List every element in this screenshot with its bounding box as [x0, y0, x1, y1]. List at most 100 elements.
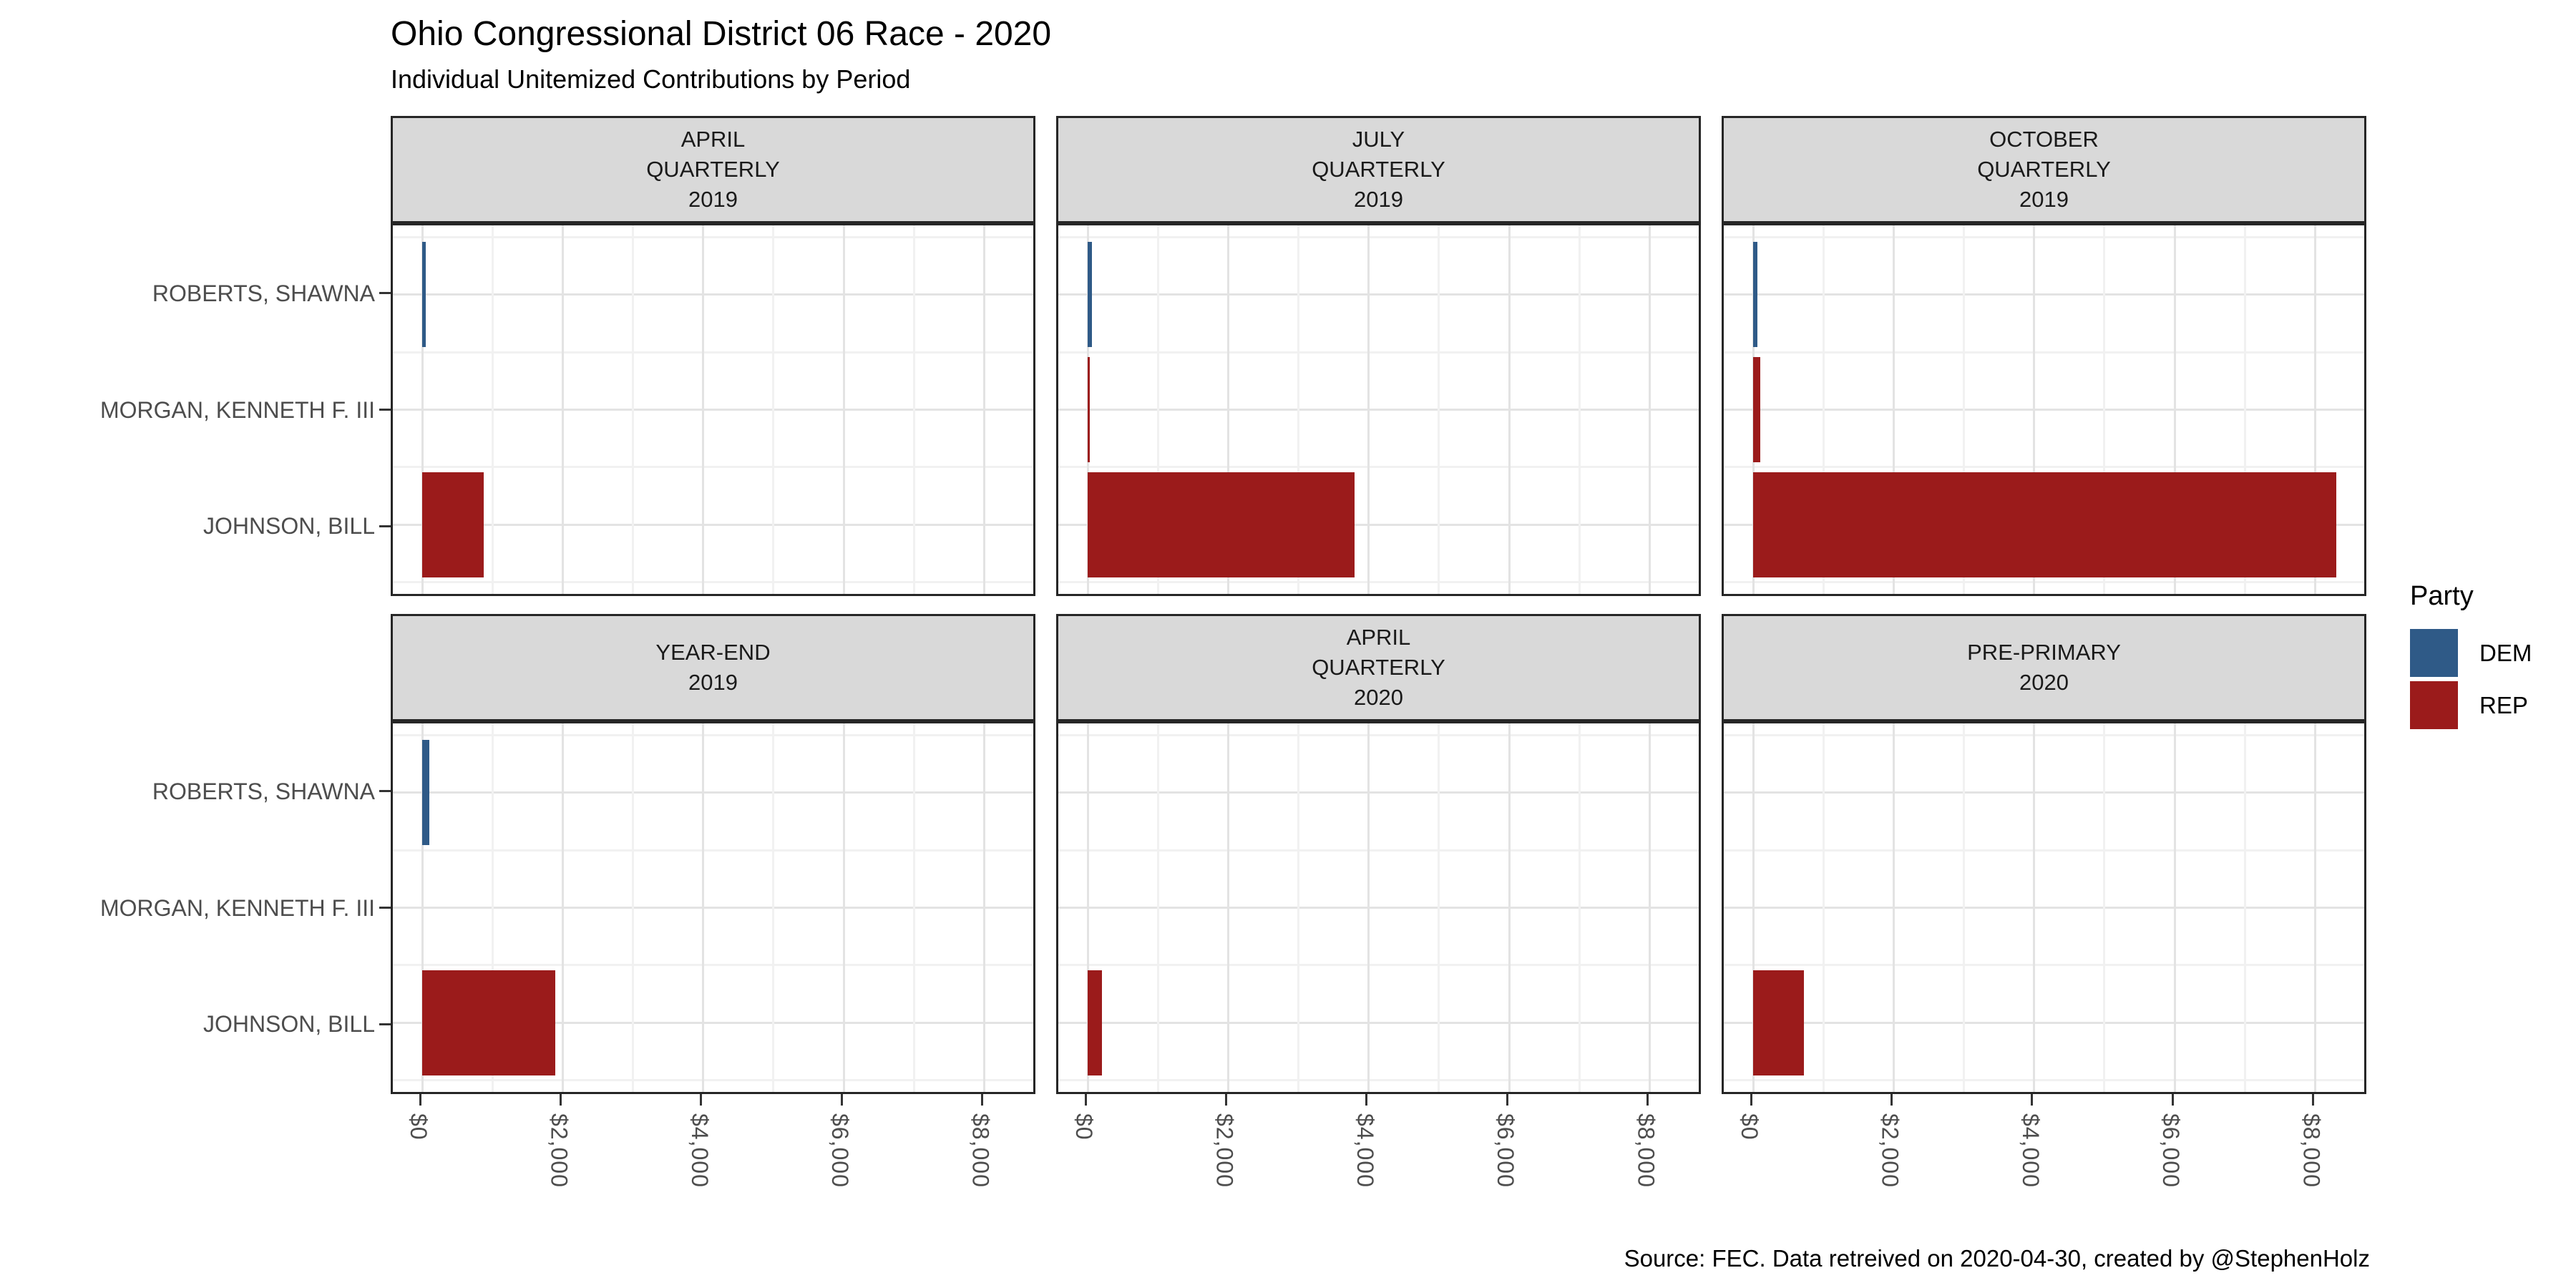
- gridline-major-horizontal: [1724, 791, 2364, 794]
- gridline-major-horizontal: [393, 293, 1033, 296]
- gridline-major-vertical: [562, 723, 565, 1092]
- gridline-major-vertical: [2313, 723, 2316, 1092]
- gridline-minor-horizontal: [1724, 581, 2364, 584]
- gridline-major-vertical: [1893, 225, 1896, 594]
- gridline-major-horizontal: [1724, 907, 2364, 909]
- x-axis-tick: [1646, 1094, 1649, 1106]
- gridline-minor-vertical: [1156, 723, 1159, 1092]
- bar-roberts: [1753, 242, 1758, 347]
- facet-strip: JULY QUARTERLY 2019: [1056, 116, 1701, 223]
- gridline-minor-vertical: [1578, 225, 1581, 594]
- x-axis-label: $2,000: [546, 1113, 572, 1188]
- gridline-major-horizontal: [1058, 409, 1699, 411]
- gridline-minor-vertical: [632, 225, 635, 594]
- bar-roberts: [422, 242, 426, 347]
- y-axis-tick: [379, 907, 391, 909]
- gridline-minor-vertical: [772, 225, 775, 594]
- gridline-minor-horizontal: [1058, 733, 1699, 736]
- gridline-minor-horizontal: [1058, 1079, 1699, 1082]
- gridline-minor-vertical: [2243, 723, 2246, 1092]
- gridline-major-vertical: [1752, 723, 1755, 1092]
- x-axis-label: $6,000: [2158, 1113, 2185, 1188]
- gridline-major-horizontal: [1058, 791, 1699, 794]
- x-axis-tick: [1365, 1094, 1368, 1106]
- facet-panel: [391, 223, 1035, 596]
- gridline-minor-vertical: [1297, 723, 1300, 1092]
- plot-subtitle: Individual Unitemized Contributions by P…: [391, 64, 911, 94]
- gridline-minor-horizontal: [1724, 964, 2364, 967]
- gridline-minor-vertical: [2103, 723, 2106, 1092]
- x-axis-label: $4,000: [686, 1113, 713, 1188]
- facet-panel: [1722, 223, 2366, 596]
- bar-morgan: [1753, 357, 1761, 462]
- gridline-minor-horizontal: [1058, 235, 1699, 238]
- gridline-major-horizontal: [1058, 293, 1699, 296]
- gridline-major-vertical: [2313, 225, 2316, 594]
- gridline-minor-horizontal: [393, 1079, 1033, 1082]
- x-axis-tick: [1506, 1094, 1508, 1106]
- gridline-minor-horizontal: [393, 235, 1033, 238]
- bar-johnson: [422, 472, 484, 577]
- bar-johnson: [1753, 472, 2336, 577]
- gridline-minor-vertical: [912, 225, 915, 594]
- facet-strip-label: JULY QUARTERLY 2019: [1312, 127, 1445, 212]
- gridline-minor-vertical: [1822, 225, 1825, 594]
- bar-johnson: [422, 970, 555, 1075]
- gridline-minor-horizontal: [1724, 849, 2364, 852]
- x-axis-tick: [840, 1094, 843, 1106]
- gridline-minor-vertical: [632, 723, 635, 1092]
- bar-roberts: [422, 740, 430, 845]
- gridline-major-horizontal: [1724, 293, 2364, 296]
- party-legend: Party DEM REP: [2410, 581, 2532, 733]
- gridline-major-vertical: [1227, 225, 1230, 594]
- gridline-major-vertical: [1648, 225, 1651, 594]
- gridline-major-vertical: [2033, 723, 2036, 1092]
- bar-johnson: [1753, 970, 1804, 1075]
- x-axis-tick: [560, 1094, 562, 1106]
- gridline-minor-horizontal: [1058, 351, 1699, 353]
- y-axis-label: ROBERTS, SHAWNA: [152, 778, 375, 804]
- y-axis-label: JOHNSON, BILL: [203, 513, 375, 540]
- facet-panel: [1056, 721, 1701, 1094]
- gridline-major-horizontal: [393, 523, 1033, 526]
- bar-johnson: [1088, 472, 1355, 577]
- x-axis-label: $0: [406, 1113, 432, 1141]
- x-axis-tick: [2311, 1094, 2314, 1106]
- gridline-major-vertical: [2173, 723, 2176, 1092]
- gridline-major-horizontal: [393, 907, 1033, 909]
- gridline-minor-horizontal: [1058, 964, 1699, 967]
- y-axis-tick: [379, 292, 391, 295]
- gridline-minor-horizontal: [393, 849, 1033, 852]
- x-axis-label: $4,000: [2017, 1113, 2044, 1188]
- gridline-minor-vertical: [1297, 225, 1300, 594]
- x-axis-label: $2,000: [1211, 1113, 1238, 1188]
- gridline-major-vertical: [2173, 225, 2176, 594]
- x-axis-label: $8,000: [967, 1113, 994, 1188]
- gridline-minor-vertical: [772, 723, 775, 1092]
- legend-label-rep: REP: [2479, 691, 2528, 718]
- gridline-major-horizontal: [1058, 907, 1699, 909]
- dem-color-swatch: [2410, 629, 2458, 677]
- gridline-minor-vertical: [2103, 225, 2106, 594]
- y-axis-label: MORGAN, KENNETH F. III: [99, 894, 375, 921]
- gridline-minor-horizontal: [1724, 733, 2364, 736]
- facet-strip-label: APRIL QUARTERLY 2020: [1312, 625, 1445, 710]
- gridline-major-horizontal: [1058, 523, 1699, 526]
- gridline-minor-vertical: [491, 723, 494, 1092]
- gridline-major-vertical: [1227, 723, 1230, 1092]
- gridline-major-horizontal: [393, 1021, 1033, 1024]
- gridline-minor-vertical: [1156, 225, 1159, 594]
- facet-strip: OCTOBER QUARTERLY 2019: [1722, 116, 2366, 223]
- legend-title: Party: [2410, 581, 2474, 611]
- facet-panel: [391, 721, 1035, 1094]
- gridline-minor-vertical: [1438, 225, 1440, 594]
- gridline-minor-horizontal: [1724, 466, 2364, 469]
- gridline-minor-horizontal: [1724, 235, 2364, 238]
- bar-morgan: [1088, 357, 1090, 462]
- x-axis-tick: [980, 1094, 983, 1106]
- x-axis-label: $6,000: [827, 1113, 854, 1188]
- x-axis-tick: [1750, 1094, 1752, 1106]
- x-axis-tick: [419, 1094, 421, 1106]
- x-axis-label: $0: [1071, 1113, 1098, 1141]
